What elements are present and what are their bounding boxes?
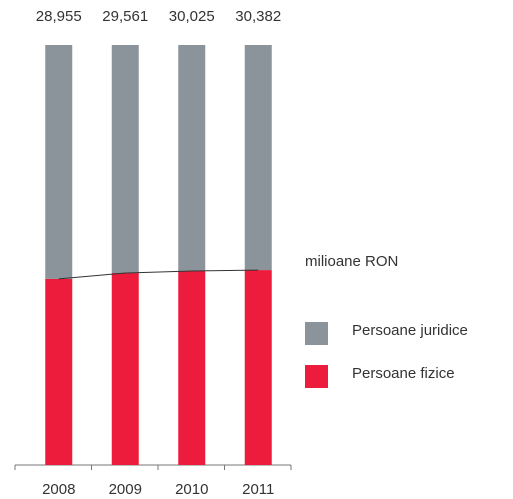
connector-line [58, 269, 259, 280]
bar-segment [244, 45, 272, 271]
bar-segment [178, 270, 206, 465]
bar-segment [111, 273, 139, 465]
total-label: 28,955 [36, 8, 82, 25]
unit-label: milioane RON [305, 253, 398, 270]
legend-label: Persoane juridice [352, 322, 468, 339]
total-label: 30,025 [169, 8, 215, 25]
bar-segment [45, 278, 73, 465]
x-tick-label: 2009 [109, 481, 142, 498]
x-tick-label: 2008 [42, 481, 75, 498]
x-tick-label: 2011 [242, 481, 274, 498]
bar-segment [111, 45, 139, 274]
legend-swatch [305, 322, 328, 345]
bar-segment [45, 45, 73, 279]
bar-segment [244, 270, 272, 465]
total-label: 29,561 [102, 8, 148, 25]
bar-segment [178, 45, 206, 271]
x-tick-label: 2010 [175, 481, 208, 498]
total-label: 30,382 [235, 8, 281, 25]
legend-swatch [305, 365, 328, 388]
legend-label: Persoane fizice [352, 365, 455, 382]
